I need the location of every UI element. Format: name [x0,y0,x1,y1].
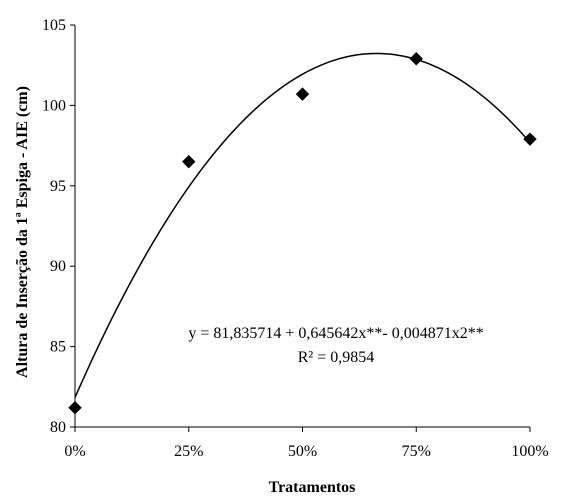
trendline [74,52,531,398]
x-axis-title: Tratamentos [269,479,356,496]
trendline-equation: y = 81,835714 + 0,645642x**- 0,004871x2*… [188,325,483,342]
data-point [295,87,310,101]
x-tick-label: 0% [64,443,85,460]
y-tick-label: 100 [42,97,66,114]
r-squared-label: R² = 0,9854 [298,349,375,366]
data-point [409,52,423,66]
y-tick-label: 80 [50,419,66,436]
data-point [182,154,196,169]
y-axis-ticks: 80 85 90 95 100 105 [42,17,75,436]
y-tick-label: 85 [50,339,66,356]
y-tick-label: 90 [50,258,66,275]
axes [74,25,530,428]
x-tick-label: 25% [174,443,203,460]
x-axis-ticks: 0% 25% 50% 75% 100% [64,427,549,460]
x-tick-label: 100% [511,443,548,460]
y-tick-label: 95 [50,178,66,195]
data-points [68,52,537,415]
x-tick-label: 75% [402,443,431,460]
x-tick-label: 50% [288,443,317,460]
data-point [523,132,537,146]
y-tick-label: 105 [42,17,66,34]
y-axis-title: Altura de Inserção da 1ª Espiga - AIE (c… [14,86,31,378]
data-point [68,400,82,415]
